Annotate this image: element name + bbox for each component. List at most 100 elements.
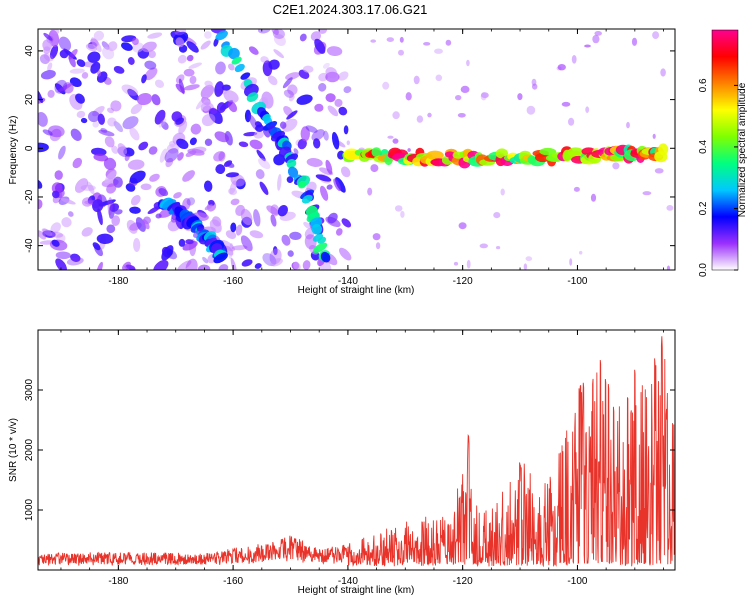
spectrogram-blob: [100, 127, 108, 133]
spectrogram-blob: [289, 231, 302, 241]
spectrogram-blob: [213, 252, 228, 264]
spectrogram-blob: [327, 105, 339, 117]
spectrogram-blob: [302, 260, 311, 270]
spectrogram-blob: [331, 131, 340, 150]
spectrogram-blob: [296, 94, 313, 105]
spectrogram-blob: [372, 233, 381, 241]
spectrogram-blob: [55, 251, 71, 260]
spectrogram-blob: [166, 249, 173, 256]
spectrogram-blob: [121, 84, 139, 96]
spectrogram-blob: [39, 54, 50, 65]
spectrogram-blob: [287, 84, 298, 96]
spectrogram-blob: [210, 107, 218, 115]
spectrogram-blob: [266, 205, 279, 215]
spectrogram-blob: [306, 181, 317, 193]
spectrogram-blob: [325, 67, 338, 79]
spectrogram-blob: [255, 124, 265, 132]
spectrogram-blob: [573, 186, 580, 192]
y-tick-label: 40: [24, 45, 35, 57]
spectrogram-blob: [246, 92, 259, 102]
spectrogram-blob: [642, 191, 652, 196]
spectrogram-blob: [279, 121, 287, 129]
spectrogram-blob: [248, 46, 259, 55]
spectrogram-blob: [215, 164, 226, 175]
colorbar: 0.0 0.2 0.4 0.6 Normalized spectral amplitu…: [698, 29, 748, 277]
y-tick-label: 1000: [24, 498, 35, 521]
spectrogram-blob: [227, 63, 235, 71]
spectrogram-blob: [569, 258, 573, 266]
spectrogram-blob: [50, 222, 61, 234]
spectrogram-blob: [585, 106, 590, 113]
spectrogram-blob: [166, 143, 179, 154]
spectrogram-blob: [204, 204, 213, 211]
spectrogram-blob: [81, 197, 93, 207]
spectrogram-blob: [164, 148, 179, 163]
spectrogram-blob: [302, 65, 314, 73]
spectrogram-blob: [286, 176, 294, 183]
spectrogram-blob: [371, 147, 382, 158]
snr-background: [38, 330, 675, 570]
figure-title: C2E1.2024.303.17.06.G21: [272, 2, 428, 17]
spectrogram-blob: [93, 30, 105, 41]
spectrogram-blob: [176, 138, 189, 150]
spectrogram-blob: [42, 39, 53, 51]
spectrogram-blob: [335, 228, 343, 236]
spectrogram-blob: [42, 228, 53, 237]
spectrogram-blob: [299, 33, 307, 42]
spectrogram-blob: [106, 183, 117, 194]
spectrogram-blob: [43, 53, 54, 62]
spectrogram-blob: [175, 37, 185, 48]
spectrogram-blob: [235, 224, 243, 236]
spectrogram-blob: [652, 133, 656, 139]
spectrogram-blob: [182, 170, 195, 182]
spectrogram-blob: [38, 111, 48, 127]
colorbar-tick-label: 0.2: [698, 201, 709, 215]
y-tick-label: -20: [24, 189, 35, 204]
spectrogram-blob: [325, 159, 333, 175]
snr-x-label: Height of straight line (km): [298, 585, 415, 596]
spectrogram-blob: [495, 148, 508, 159]
spectrogram-blob: [81, 227, 93, 237]
spectrogram-blob: [147, 32, 163, 39]
spectrogram-blob: [218, 151, 226, 162]
spectrogram-blob: [496, 246, 501, 250]
spectrogram-blob: [60, 198, 76, 205]
spectrogram-blob: [218, 264, 229, 270]
spectrogram-blob: [301, 194, 313, 204]
x-tick-label: -120: [453, 276, 473, 287]
spectrogram-blob: [185, 239, 194, 245]
spectrogram-plot: -180 -160 -140 -120 -100 -40 -20 0 20 40 Height …: [8, 28, 676, 296]
spectrogram-blob: [76, 59, 86, 67]
spectrogram-blob: [159, 148, 168, 163]
spectrogram-blob: [253, 131, 264, 139]
spectrogram-blob: [523, 263, 528, 270]
spectrogram-blob: [97, 70, 102, 77]
spectrogram-blob: [460, 85, 470, 93]
spectrogram-blob: [54, 79, 68, 94]
spectrogram-blob: [204, 138, 213, 147]
y-tick-label: 2000: [24, 438, 35, 461]
spectrogram-blob: [481, 92, 489, 99]
spectrogram-blob: [130, 103, 143, 115]
spectrogram-blob: [592, 34, 600, 44]
spectrogram-blob: [223, 160, 233, 167]
spectrogram-blob: [200, 40, 211, 50]
spectrogram-blob: [340, 166, 351, 178]
spectrogram-blob: [183, 68, 195, 77]
x-tick-label: -180: [108, 576, 128, 587]
spectrogram-blob: [70, 253, 81, 262]
spectrogram-blob: [138, 141, 149, 151]
spectrogram-blob: [370, 164, 379, 173]
spectrogram-blob: [151, 94, 161, 106]
spectrogram-blob: [666, 205, 674, 211]
spectrogram-blob: [113, 176, 123, 188]
spectrogram-blob: [416, 115, 424, 123]
spectrogram-blob: [49, 44, 59, 60]
spectrogram-y-ticks: -40 -20 0 20 40: [24, 45, 675, 253]
spectrogram-blob: [96, 261, 103, 270]
spectrogram-blob: [298, 180, 307, 189]
spectrogram-blob: [122, 261, 131, 270]
spectrogram-blob: [74, 178, 89, 193]
spectrogram-blob: [426, 150, 444, 160]
